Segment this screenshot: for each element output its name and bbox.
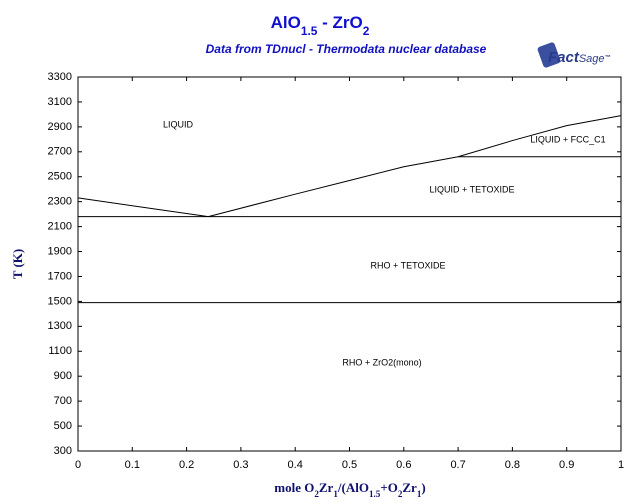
y-axis-label: T (K) — [10, 249, 25, 279]
y-tick-label: 300 — [54, 445, 72, 457]
region-label: RHO + ZrO2(mono) — [342, 357, 421, 367]
title-part: - ZrO — [317, 13, 362, 32]
x-tick-label: 0.2 — [179, 459, 194, 471]
x-label-part: 2 — [398, 489, 403, 499]
x-tick-label: 0.5 — [342, 459, 357, 471]
y-tick-label: 500 — [54, 420, 72, 432]
logo-part: ™ — [605, 54, 611, 61]
y-tick-label: 2300 — [48, 196, 72, 208]
logo-part: Sage — [579, 53, 605, 65]
logo-text: FactSage™ — [548, 49, 611, 66]
chart-title: AlO1.5 - ZrO2 — [271, 13, 370, 38]
y-tick-label: 700 — [54, 395, 72, 407]
x-label-part: 1 — [333, 489, 338, 499]
x-axis-label: mole O2Zr1/(AlO1.5+O2Zr1) — [274, 480, 425, 499]
x-label-part: Zr — [319, 480, 334, 495]
phase-boundary — [77, 197, 209, 218]
x-tick-label: 0.3 — [233, 459, 248, 471]
x-label-part: 2 — [314, 489, 319, 499]
y-tick-label: 1500 — [48, 295, 72, 307]
x-tick-label: 0.1 — [125, 459, 140, 471]
x-tick-label: 1 — [618, 459, 624, 471]
y-tick-label: 2700 — [48, 146, 72, 158]
x-tick-label: 0.7 — [450, 459, 465, 471]
x-tick-label: 0 — [75, 459, 81, 471]
logo-mark — [537, 42, 561, 68]
logo-part: Fact — [548, 49, 580, 66]
x-label-part: /(AlO — [337, 480, 369, 495]
title-part: 2 — [363, 24, 370, 38]
y-tick-label: 1900 — [48, 245, 72, 257]
region-label: LIQUID + FCC_C1 — [530, 134, 605, 144]
x-tick-label: 0.9 — [559, 459, 574, 471]
y-tick-label: 2100 — [48, 221, 72, 233]
y-tick-label: 3100 — [48, 96, 72, 108]
x-label-part: 1.5 — [369, 489, 381, 499]
x-label-part: 1 — [417, 489, 422, 499]
phase-boundary — [208, 115, 622, 218]
title-part: 1.5 — [301, 24, 318, 38]
y-tick-label: 1700 — [48, 270, 72, 282]
y-tick-label: 1300 — [48, 320, 72, 332]
x-tick-label: 0.8 — [505, 459, 520, 471]
x-label-part: Zr — [402, 480, 417, 495]
x-label-part: mole O — [274, 480, 314, 495]
x-label-part: ) — [421, 480, 425, 495]
x-tick-label: 0.6 — [396, 459, 411, 471]
logo: FactSage™ — [537, 42, 611, 68]
y-tick-label: 2500 — [48, 171, 72, 183]
y-tick-label: 2900 — [48, 121, 72, 133]
title-part: AlO — [271, 13, 301, 32]
region-label: LIQUID + TETOXIDE — [430, 184, 515, 194]
x-label-part: +O — [380, 480, 398, 495]
y-tick-label: 1100 — [48, 345, 72, 357]
chart-subtitle: Data from TDnucl - Thermodata nuclear da… — [206, 42, 487, 56]
region-label: LIQUID — [163, 119, 194, 129]
x-tick-label: 0.4 — [288, 459, 303, 471]
y-tick-label: 900 — [54, 370, 72, 382]
y-tick-label: 3300 — [48, 71, 72, 83]
region-label: RHO + TETOXIDE — [371, 260, 446, 270]
